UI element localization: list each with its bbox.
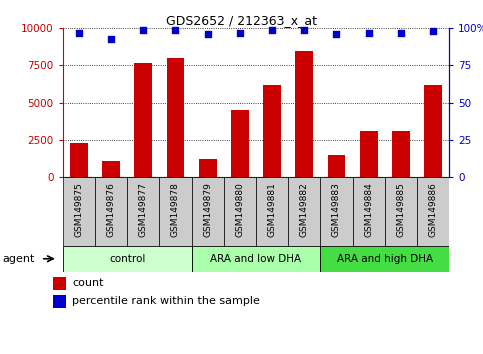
Text: GSM149885: GSM149885 — [397, 183, 405, 238]
Point — [75, 30, 83, 36]
Bar — [360, 131, 378, 177]
Bar — [296, 51, 313, 177]
Point — [140, 27, 147, 33]
Bar — [134, 63, 152, 177]
Bar — [327, 155, 345, 177]
Bar — [199, 159, 216, 177]
Text: GSM149882: GSM149882 — [300, 183, 309, 237]
Bar — [102, 161, 120, 177]
Bar — [70, 143, 88, 177]
Point — [171, 27, 179, 33]
Point — [397, 30, 405, 36]
Bar — [53, 277, 66, 290]
Text: GSM149878: GSM149878 — [171, 183, 180, 238]
Bar — [320, 177, 353, 246]
Bar — [63, 177, 95, 246]
Bar — [353, 177, 385, 246]
Bar — [127, 177, 159, 246]
Text: GSM149879: GSM149879 — [203, 183, 212, 238]
Point — [236, 30, 244, 36]
Text: GSM149883: GSM149883 — [332, 183, 341, 238]
Bar — [392, 131, 410, 177]
Bar — [192, 246, 320, 272]
Text: ARA and low DHA: ARA and low DHA — [211, 254, 301, 264]
Point — [365, 30, 372, 36]
Bar — [417, 177, 449, 246]
Bar — [424, 85, 442, 177]
Text: GSM149875: GSM149875 — [74, 183, 84, 238]
Text: GSM149881: GSM149881 — [268, 183, 277, 238]
Bar — [256, 177, 288, 246]
Bar — [263, 85, 281, 177]
Text: agent: agent — [2, 254, 35, 264]
Point — [429, 28, 437, 34]
Text: count: count — [72, 278, 104, 289]
Text: GSM149880: GSM149880 — [235, 183, 244, 238]
Bar — [288, 177, 320, 246]
Bar — [95, 177, 127, 246]
Text: GSM149884: GSM149884 — [364, 183, 373, 237]
Bar — [167, 58, 185, 177]
Text: percentile rank within the sample: percentile rank within the sample — [72, 296, 260, 306]
Bar — [192, 177, 224, 246]
Text: GSM149876: GSM149876 — [107, 183, 115, 238]
Bar — [385, 177, 417, 246]
Text: GSM149886: GSM149886 — [428, 183, 438, 238]
Point — [333, 32, 341, 37]
Bar — [159, 177, 192, 246]
Point — [268, 27, 276, 33]
Point — [300, 27, 308, 33]
Text: ARA and high DHA: ARA and high DHA — [337, 254, 433, 264]
Bar — [53, 295, 66, 308]
Text: GSM149877: GSM149877 — [139, 183, 148, 238]
Text: GDS2652 / 212363_x_at: GDS2652 / 212363_x_at — [166, 14, 317, 27]
Bar — [320, 246, 449, 272]
Point — [204, 32, 212, 37]
Point — [107, 36, 115, 41]
Text: control: control — [109, 254, 145, 264]
Bar — [224, 177, 256, 246]
Bar — [231, 110, 249, 177]
Bar — [63, 246, 192, 272]
